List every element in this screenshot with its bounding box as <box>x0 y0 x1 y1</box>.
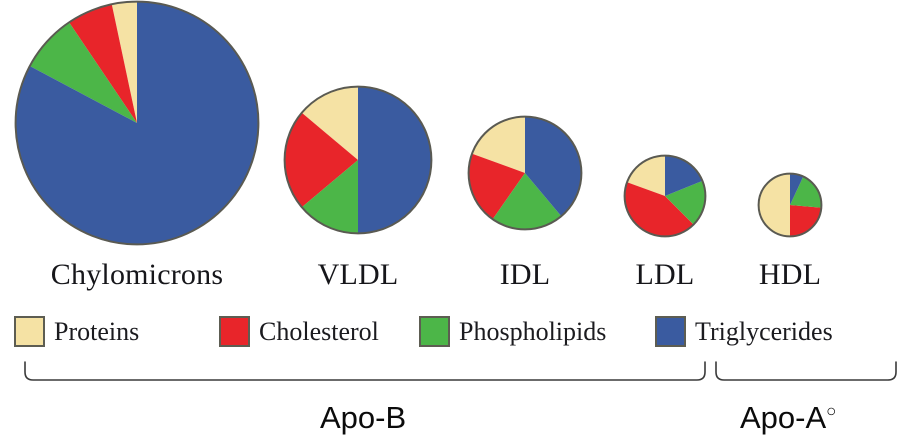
pie-slice-idl-proteins <box>471 116 525 173</box>
pie-chart-hdl <box>755 170 825 240</box>
legend-item-proteins[interactable]: Proteins <box>14 316 139 347</box>
bracket-apo-a <box>715 361 897 381</box>
pie-slice-idl-triglycerides <box>525 116 582 217</box>
pie-slice-vldl-cholesterol <box>283 112 358 208</box>
pie-chart-ldl <box>621 152 709 240</box>
pie-label-chylomicrons: Chylomicrons <box>50 258 224 291</box>
pie-slice-chylomicrons-phospholipids <box>29 21 138 123</box>
legend-item-phospholipids[interactable]: Phospholipids <box>419 316 606 347</box>
pie-slice-chylomicrons-proteins <box>111 1 137 123</box>
legend-item-cholesterol[interactable]: Cholesterol <box>219 316 379 347</box>
legend-label-cholesterol: Cholesterol <box>259 316 379 346</box>
pie-outline <box>14 0 260 246</box>
triglycerides-swatch <box>655 316 686 347</box>
bracket-apo-b <box>24 361 706 381</box>
pie-slice-idl-cholesterol <box>468 153 525 220</box>
phospholipids-swatch <box>419 316 450 347</box>
pie-label-ldl: LDL <box>635 258 695 291</box>
pie-chart-chylomicrons <box>12 0 262 248</box>
pie-slice-vldl-triglycerides <box>358 86 432 234</box>
bracket-superscript-icon: ○ <box>826 401 837 421</box>
legend-label-triglycerides: Triglycerides <box>695 316 833 346</box>
pie-outline <box>623 154 707 238</box>
pie-outline <box>283 85 433 235</box>
pie-outline <box>757 172 823 238</box>
legend-label-proteins: Proteins <box>54 316 140 346</box>
pie-label-idl: IDL <box>499 258 551 291</box>
pie-slice-ldl-proteins <box>626 155 665 196</box>
pie-slice-ldl-phospholipids <box>665 180 706 225</box>
legend-label-phospholipids: Phospholipids <box>459 316 607 346</box>
pie-slice-vldl-proteins <box>301 86 358 160</box>
proteins-swatch <box>14 316 45 347</box>
legend: Proteins Cholesterol Phospholipids Triglyce… <box>0 310 922 358</box>
pie-slice-ldl-cholesterol <box>623 181 694 237</box>
pie-slice-idl-phospholipids <box>492 173 562 230</box>
pie-slice-hdl-cholesterol <box>790 205 822 237</box>
pie-slice-chylomicrons-triglycerides <box>14 1 259 245</box>
bracket-label-text: Apo-B <box>320 400 407 435</box>
pie-label-vldl: VLDL <box>317 258 399 291</box>
bracket-label-apo-b: Apo-B <box>320 400 406 436</box>
pie-outline <box>467 115 583 231</box>
bracket-lines <box>24 361 897 381</box>
bracket-label-text: Apo-A <box>740 400 827 435</box>
pie-label-hdl: HDL <box>758 258 822 291</box>
pie-slice-chylomicrons-cholesterol <box>68 3 137 124</box>
pie-chart-idl <box>465 113 585 233</box>
cholesterol-swatch <box>219 316 250 347</box>
pie-chart-vldl <box>281 83 435 237</box>
pie-slice-vldl-phospholipids <box>301 160 358 234</box>
legend-item-triglycerides[interactable]: Triglycerides <box>655 316 833 347</box>
bracket-label-apo-a: Apo-A○ <box>740 400 836 436</box>
pie-slice-ldl-triglycerides <box>665 155 704 196</box>
pie-slice-hdl-triglycerides <box>790 173 804 205</box>
pie-slice-hdl-proteins <box>758 173 790 237</box>
